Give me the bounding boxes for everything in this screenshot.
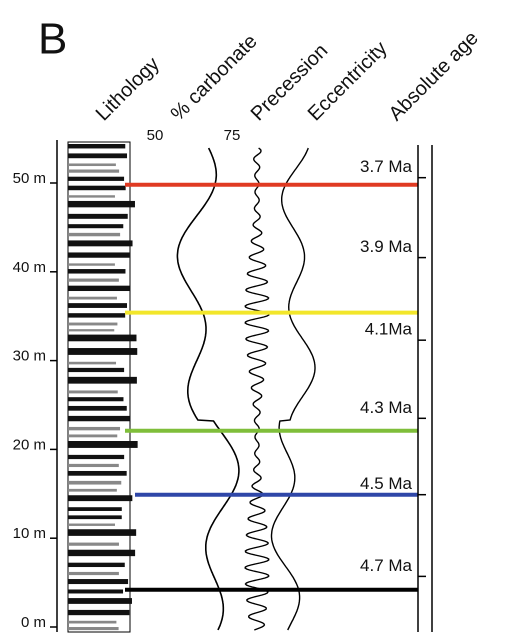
age-label: 4.5 Ma <box>360 474 413 493</box>
lithology-bed <box>68 495 133 502</box>
lithology-bed <box>68 348 138 355</box>
lithology-bed <box>68 609 130 616</box>
lithology-bed <box>68 329 115 332</box>
lithology-bed <box>68 480 122 485</box>
lithology-bed <box>68 562 125 568</box>
age-label: 4.7 Ma <box>360 556 413 575</box>
carbonate-tick-label: 75 <box>224 127 241 144</box>
depth-tick-label: 40 m <box>13 259 46 276</box>
lithology-bed <box>68 213 128 219</box>
lithology-bed <box>68 454 125 460</box>
lithology-bed <box>68 169 120 173</box>
lithology-bed <box>68 144 126 149</box>
lithology-bed <box>68 440 138 448</box>
lithology-bed <box>68 390 118 394</box>
lithology-bed <box>68 376 137 384</box>
lithology-bed <box>68 313 126 318</box>
lithology-bed <box>68 405 127 411</box>
lithology-bed <box>68 523 115 526</box>
depth-tick-label: 20 m <box>13 436 46 453</box>
eccentricity-curve <box>270 147 316 631</box>
carbonate-curve <box>176 147 240 631</box>
lithology-bed <box>68 598 132 604</box>
lithology-bed <box>68 579 129 585</box>
lithology-bed <box>68 397 124 402</box>
precession-curve <box>244 147 270 631</box>
lithology-bed <box>68 303 128 308</box>
age-label: 4.3 Ma <box>360 398 413 417</box>
column-header: Lithology <box>92 53 164 125</box>
depth-tick-label: 30 m <box>13 348 46 365</box>
lithology-bed <box>68 434 118 438</box>
lithology-bed <box>68 627 119 631</box>
column-header: Absolute age <box>385 27 483 125</box>
lithology-bed <box>68 176 125 181</box>
lithology-bed <box>68 195 115 198</box>
lithology-bed <box>68 415 130 422</box>
depth-tick-label: 10 m <box>13 525 46 542</box>
age-label: 4.1Ma <box>365 320 413 339</box>
lithology-bed <box>68 542 119 546</box>
lithology-bed <box>68 426 121 431</box>
lithology-bed <box>68 153 128 159</box>
lithology-bed <box>68 232 121 237</box>
lithology-bed <box>68 278 119 282</box>
lithology-bed <box>68 549 136 557</box>
lithology-bed <box>68 361 117 365</box>
lithology-bed <box>68 367 125 373</box>
lithology-bed <box>68 322 118 326</box>
depth-tick-label: 50 m <box>13 170 46 187</box>
lithology-bed <box>68 571 119 576</box>
lithology-bed <box>68 488 117 492</box>
lithology-bed <box>68 200 135 208</box>
depth-tick-label: 0 m <box>21 614 46 631</box>
lithology-bed <box>68 240 133 247</box>
lithology-bed <box>68 334 137 342</box>
lithology-bed <box>68 224 124 229</box>
lithology-bed <box>68 463 119 468</box>
lithology-bed <box>68 515 122 520</box>
lithology-bed <box>68 252 130 258</box>
lithology-bed <box>68 470 127 476</box>
lithology-bed <box>68 296 117 300</box>
panel-label: B <box>38 15 67 64</box>
carbonate-tick-label: 50 <box>147 127 164 144</box>
lithology-bed <box>68 285 130 292</box>
lithology-bed <box>68 263 115 266</box>
lithology-bed <box>68 269 126 274</box>
lithology-bed <box>68 529 137 536</box>
age-label: 3.7 Ma <box>360 157 413 176</box>
lithology-bed <box>68 185 126 191</box>
lithology-bed <box>68 507 122 511</box>
lithology-bed <box>68 620 117 624</box>
age-label: 3.9 Ma <box>360 237 413 256</box>
lithology-bed <box>68 589 124 594</box>
lithology-bed <box>68 163 116 167</box>
